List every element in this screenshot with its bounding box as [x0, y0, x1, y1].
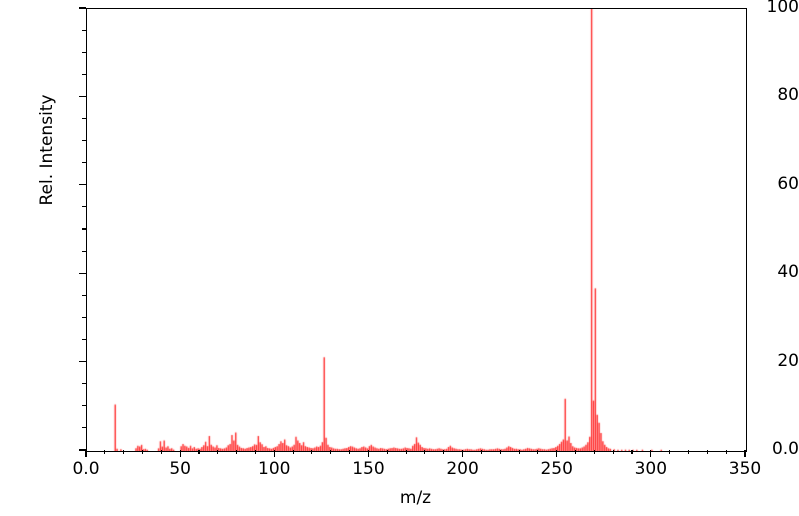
y-tick-minor	[82, 427, 86, 429]
x-tick-minor	[405, 450, 407, 454]
y-tick-minor	[82, 206, 86, 208]
x-tick-major	[273, 450, 275, 457]
x-tick-minor	[292, 450, 294, 454]
x-tick-major	[556, 450, 558, 457]
y-tick-label: 100	[766, 0, 799, 17]
x-tick-major	[85, 450, 87, 457]
y-tick-minor	[82, 250, 86, 252]
y-tick-label: 40	[777, 262, 799, 283]
x-tick-minor	[123, 450, 125, 454]
y-tick-minor	[82, 383, 86, 385]
x-tick-label: 300	[634, 459, 668, 479]
y-tick-minor	[82, 29, 86, 31]
x-tick-major	[462, 450, 464, 457]
y-tick-minor	[82, 51, 86, 53]
y-tick-major	[79, 184, 86, 186]
y-tick-major	[79, 361, 86, 363]
x-tick-minor	[217, 450, 219, 454]
y-tick-minor	[82, 316, 86, 318]
y-tick-minor	[82, 294, 86, 296]
spectrum-plot-canvas	[87, 9, 746, 451]
x-tick-minor	[349, 450, 351, 454]
x-tick-minor	[104, 450, 106, 454]
x-tick-label: 250	[540, 459, 573, 479]
x-tick-minor	[593, 450, 595, 454]
y-tick-major	[79, 449, 86, 451]
x-tick-label: 0.0	[72, 459, 100, 479]
x-tick-minor	[612, 450, 614, 454]
x-tick-minor	[499, 450, 501, 454]
y-tick-label: 0.0	[771, 439, 799, 459]
x-axis-label: m/z	[399, 488, 432, 508]
x-tick-label: 100	[258, 459, 291, 479]
x-tick-minor	[160, 450, 162, 454]
x-tick-label: 200	[446, 459, 479, 479]
y-tick-minor	[82, 162, 86, 164]
x-tick-minor	[631, 450, 633, 454]
x-tick-minor	[669, 450, 671, 454]
x-tick-minor	[518, 450, 520, 454]
x-tick-minor	[424, 450, 426, 454]
x-tick-minor	[141, 450, 144, 454]
x-tick-minor	[480, 450, 482, 454]
x-tick-minor	[236, 450, 238, 454]
x-tick-major	[650, 450, 652, 457]
x-tick-minor	[254, 450, 256, 454]
plot-area	[86, 8, 747, 452]
y-tick-minor	[82, 405, 86, 407]
y-tick-major	[79, 7, 86, 9]
x-tick-minor	[687, 450, 690, 454]
y-tick-major	[79, 95, 86, 97]
y-tick-minor	[82, 228, 86, 230]
x-tick-major	[367, 450, 369, 457]
y-tick-label: 20	[777, 350, 799, 371]
x-tick-minor	[537, 450, 539, 454]
x-tick-major	[744, 450, 746, 457]
y-axis-label: Rel. Intensity	[37, 94, 57, 206]
x-tick-label: 350	[728, 459, 762, 479]
y-tick-label: 60	[777, 173, 799, 194]
x-tick-minor	[330, 450, 332, 454]
x-tick-minor	[386, 450, 388, 454]
y-tick-minor	[82, 73, 86, 75]
x-tick-minor	[311, 450, 313, 454]
x-tick-minor	[198, 450, 200, 454]
x-tick-minor	[443, 450, 445, 454]
x-tick-major	[179, 450, 181, 457]
y-tick-minor	[82, 117, 86, 120]
x-tick-minor	[725, 450, 727, 454]
y-tick-label: 80	[777, 85, 799, 106]
x-tick-minor	[574, 450, 577, 454]
y-tick-minor	[82, 338, 86, 341]
x-tick-label: 50	[169, 459, 191, 479]
y-tick-minor	[82, 140, 86, 142]
x-tick-minor	[706, 450, 708, 454]
x-tick-label: 150	[352, 459, 385, 479]
y-tick-major	[79, 272, 86, 274]
